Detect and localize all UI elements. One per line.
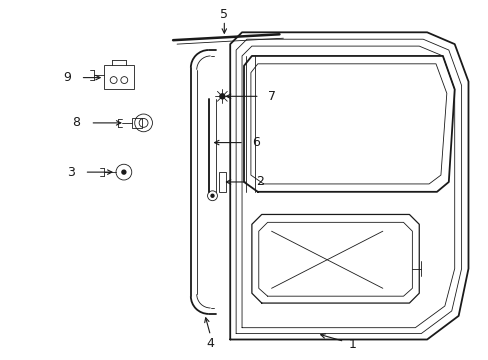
Text: 6: 6: [251, 136, 259, 149]
Circle shape: [211, 194, 214, 197]
Text: 9: 9: [63, 71, 71, 84]
Bar: [104, 65, 133, 89]
Text: 1: 1: [347, 338, 356, 351]
Text: 3: 3: [67, 166, 75, 179]
Text: 5: 5: [220, 8, 228, 21]
Circle shape: [122, 170, 125, 174]
Text: 2: 2: [255, 175, 263, 189]
Text: 8: 8: [72, 116, 81, 129]
Text: 7: 7: [267, 90, 275, 103]
Circle shape: [220, 94, 224, 99]
Text: 4: 4: [206, 337, 214, 350]
